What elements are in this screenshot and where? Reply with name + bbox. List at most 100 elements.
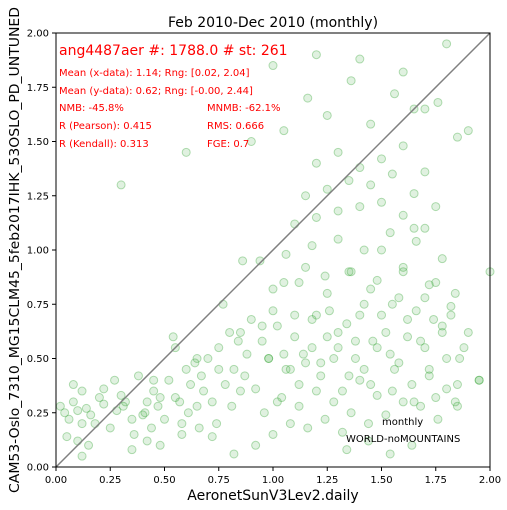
x-axis-label: AeronetSunV3Lev2.daily <box>187 488 358 504</box>
data-point <box>446 301 456 311</box>
data-point <box>90 419 100 429</box>
data-point <box>474 375 484 385</box>
data-point <box>268 306 278 316</box>
stats-header: ang4487aer #: 1788.0 # st: 261 <box>59 43 288 59</box>
data-point <box>294 278 304 288</box>
data-point <box>199 386 209 396</box>
data-point <box>155 393 165 403</box>
data-point <box>342 445 352 455</box>
data-point <box>450 397 460 407</box>
data-point <box>227 401 237 411</box>
data-point <box>290 310 300 320</box>
data-point <box>431 202 441 212</box>
data-point <box>238 256 248 266</box>
chart-title: Feb 2010-Dec 2010 (monthly) <box>168 15 378 31</box>
data-point <box>133 371 143 381</box>
data-point <box>142 397 152 407</box>
y-tick-label: 0.25 <box>27 408 49 419</box>
data-point <box>463 327 473 337</box>
data-point <box>192 401 202 411</box>
data-point <box>127 445 137 455</box>
data-point <box>311 310 321 320</box>
data-point <box>355 163 365 173</box>
data-point <box>220 380 230 390</box>
x-tick-label: 1.00 <box>262 475 284 486</box>
data-point <box>255 256 265 266</box>
data-point <box>229 364 239 374</box>
data-point <box>155 440 165 450</box>
stats-r-kendall: R (Kendall): 0.313 <box>59 139 149 150</box>
data-point <box>344 267 354 277</box>
data-point <box>446 310 456 320</box>
data-point <box>420 167 430 177</box>
data-point <box>390 89 400 99</box>
scatter-points <box>55 39 495 461</box>
x-tick-label: 2.00 <box>479 475 501 486</box>
data-point <box>257 336 267 346</box>
data-point <box>398 262 408 272</box>
data-point <box>337 427 347 437</box>
data-point <box>203 354 213 363</box>
y-tick-label: 0.00 <box>27 463 49 474</box>
data-point <box>463 126 473 136</box>
data-point <box>311 212 321 222</box>
data-point <box>60 408 70 418</box>
data-point <box>409 397 419 407</box>
data-point <box>416 336 426 346</box>
x-tick-label: 1.50 <box>370 475 392 486</box>
data-point <box>73 406 83 416</box>
data-point <box>73 436 83 446</box>
data-point <box>424 364 434 374</box>
data-point <box>344 371 354 381</box>
data-point <box>196 371 206 381</box>
data-point <box>68 380 78 390</box>
data-point <box>387 169 397 179</box>
data-point <box>285 419 295 429</box>
data-point <box>320 271 330 281</box>
data-point <box>105 423 115 433</box>
data-point <box>116 180 126 190</box>
data-point <box>431 278 441 288</box>
data-point <box>311 386 321 396</box>
frequency-annotation: monthly <box>382 417 423 428</box>
data-point <box>420 293 430 303</box>
data-point <box>420 343 430 353</box>
data-point <box>294 380 304 390</box>
data-point <box>407 440 417 450</box>
data-point <box>257 321 267 331</box>
data-point <box>181 147 191 157</box>
data-point <box>175 397 185 407</box>
data-point <box>192 354 202 363</box>
data-point <box>233 336 243 346</box>
data-point <box>311 158 321 168</box>
x-tick-label: 1.25 <box>316 475 338 486</box>
data-point <box>452 132 462 142</box>
data-point <box>246 314 256 324</box>
data-point <box>368 336 378 346</box>
data-point <box>110 375 120 385</box>
data-point <box>398 67 408 77</box>
data-point <box>372 343 382 353</box>
data-point <box>442 384 452 394</box>
y-tick-label: 1.00 <box>27 246 49 257</box>
data-point <box>322 332 332 342</box>
data-point <box>268 284 278 294</box>
data-point <box>94 393 104 403</box>
data-point <box>442 39 452 49</box>
data-point <box>177 419 187 429</box>
stats-mean-y: Mean (y-data): 0.62; Rng: [-0.00, 2.44] <box>59 86 253 97</box>
data-point <box>394 293 404 303</box>
data-point <box>218 299 228 309</box>
data-point <box>409 223 419 233</box>
data-point <box>337 386 347 396</box>
data-point <box>268 429 278 439</box>
data-point <box>177 429 187 439</box>
data-point <box>194 423 204 433</box>
data-point <box>149 375 159 385</box>
data-point <box>322 288 332 298</box>
data-point <box>474 375 484 385</box>
data-point <box>452 380 462 390</box>
data-point <box>359 299 369 309</box>
data-point <box>398 267 408 277</box>
